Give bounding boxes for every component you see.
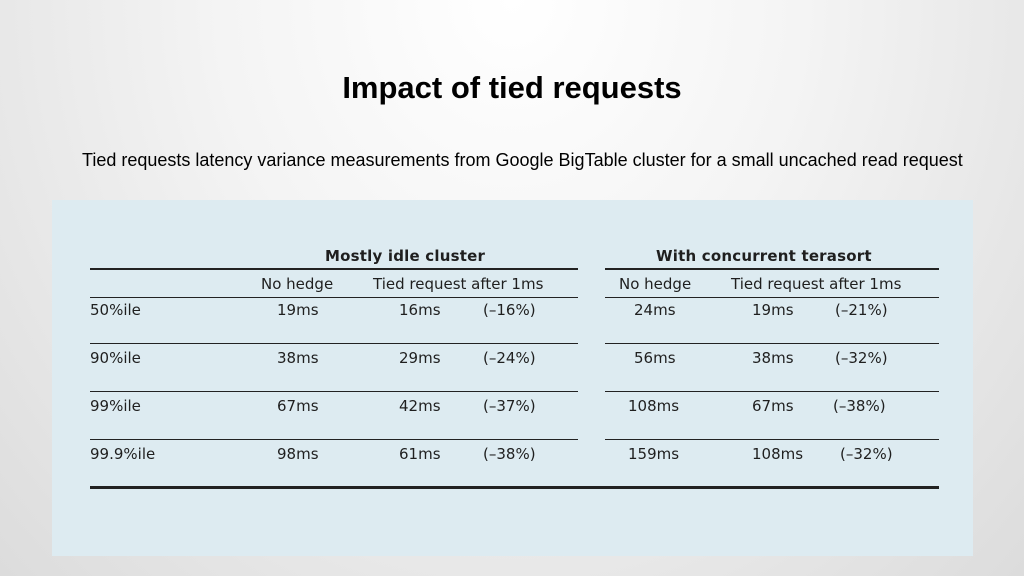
cell-idle-tied: 42ms <box>399 397 441 415</box>
group-header-idle: Mostly idle cluster <box>325 247 486 265</box>
row-label: 50%ile <box>90 301 141 319</box>
slide-subtitle: Tied requests latency variance measureme… <box>82 150 963 170</box>
cell-idle-tied: 16ms <box>399 301 441 319</box>
cell-idle-change: (–38%) <box>483 445 536 463</box>
row-label: 99%ile <box>90 397 141 415</box>
row-rule-right <box>605 343 939 344</box>
col-header-idle-no-hedge: No hedge <box>261 275 334 293</box>
cell-terasort-no-hedge: 108ms <box>628 397 680 415</box>
cell-idle-change: (–37%) <box>483 397 536 415</box>
cell-terasort-no-hedge: 24ms <box>634 301 676 319</box>
cell-terasort-change: (–32%) <box>840 445 893 463</box>
cell-idle-change: (–24%) <box>483 349 536 367</box>
header-rule-right <box>605 297 939 298</box>
cell-idle-tied: 29ms <box>399 349 441 367</box>
row-rule-left <box>90 343 578 344</box>
row-label: 99.9%ile <box>90 445 156 463</box>
col-header-idle-tied: Tied request after 1ms <box>373 275 544 293</box>
cell-idle-tied: 61ms <box>399 445 441 463</box>
row-label: 90%ile <box>90 349 141 367</box>
table-figure: Mostly idle cluster With concurrent tera… <box>52 200 973 556</box>
col-header-terasort-tied: Tied request after 1ms <box>731 275 902 293</box>
bottom-rule <box>90 486 939 489</box>
cell-idle-no-hedge: 98ms <box>277 445 319 463</box>
cell-idle-no-hedge: 19ms <box>277 301 319 319</box>
top-rule-right <box>605 268 939 270</box>
cell-terasort-tied: 19ms <box>752 301 794 319</box>
cell-idle-no-hedge: 67ms <box>277 397 319 415</box>
cell-terasort-change: (–32%) <box>835 349 888 367</box>
row-rule-right <box>605 439 939 440</box>
cell-terasort-no-hedge: 159ms <box>628 445 680 463</box>
group-header-terasort: With concurrent terasort <box>656 247 872 265</box>
row-rule-left <box>90 439 578 440</box>
cell-terasort-change: (–38%) <box>833 397 886 415</box>
row-rule-right <box>605 391 939 392</box>
top-rule-left <box>90 268 578 270</box>
col-header-terasort-no-hedge: No hedge <box>619 275 692 293</box>
slide-title: Impact of tied requests <box>342 70 682 105</box>
cell-terasort-tied: 38ms <box>752 349 794 367</box>
cell-terasort-no-hedge: 56ms <box>634 349 676 367</box>
cell-idle-no-hedge: 38ms <box>277 349 319 367</box>
cell-terasort-change: (–21%) <box>835 301 888 319</box>
cell-terasort-tied: 108ms <box>752 445 804 463</box>
cell-idle-change: (–16%) <box>483 301 536 319</box>
row-rule-left <box>90 391 578 392</box>
header-rule-left <box>90 297 578 298</box>
cell-terasort-tied: 67ms <box>752 397 794 415</box>
